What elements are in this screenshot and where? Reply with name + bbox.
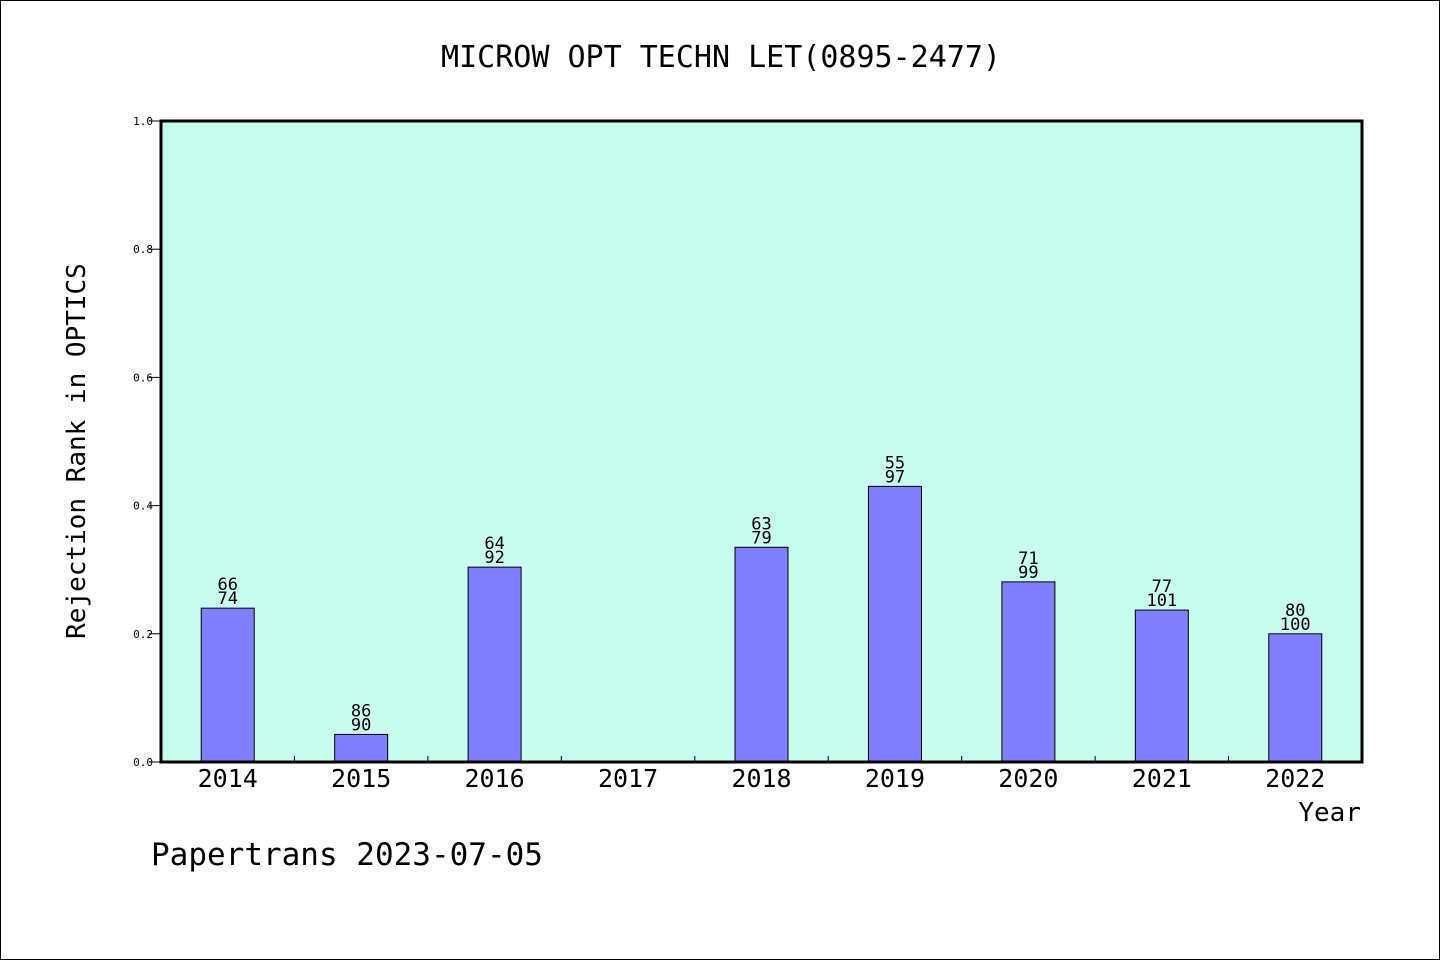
bar-label-bottom-2018: 79	[751, 528, 771, 548]
x-tick-label-2014: 2014	[198, 764, 258, 793]
x-tick-label-2020: 2020	[998, 764, 1058, 793]
bar-2018	[734, 546, 789, 763]
y-tick-label: 0.4	[133, 500, 153, 513]
bar-2022	[1268, 633, 1323, 763]
bar-label-top-2015: 86	[351, 701, 371, 721]
x-tick-label-2019: 2019	[865, 764, 925, 793]
footer-note: Papertrans 2023-07-05	[151, 837, 543, 873]
x-axis-label: Year	[1298, 798, 1361, 828]
bar-label-top-2014: 66	[217, 575, 237, 595]
plot-border	[159, 119, 1364, 764]
bar-2014	[200, 607, 255, 763]
x-tick-label-2021: 2021	[1132, 764, 1192, 793]
x-tick-label-2016: 2016	[465, 764, 525, 793]
x-tick-label-2015: 2015	[331, 764, 391, 793]
bar-label-bottom-2014: 74	[217, 589, 237, 609]
y-tick-label: 0.2	[133, 628, 153, 641]
bar-label-top-2018: 63	[751, 514, 771, 534]
bar-label-top-2016: 64	[484, 534, 504, 554]
y-tick-label: 0.0	[133, 756, 153, 769]
bar-2020	[1001, 581, 1056, 763]
bar-label-bottom-2016: 92	[484, 548, 504, 568]
bar-2019	[867, 485, 922, 763]
bar-2021	[1134, 609, 1189, 763]
y-axis: 0.0 0.2 0.4 0.6 0.8 1.0	[133, 115, 161, 769]
x-tick-label-2017: 2017	[598, 764, 658, 793]
bar-label-top-2022: 80	[1285, 601, 1305, 621]
x-tick-label-2022: 2022	[1265, 764, 1325, 793]
bars-group	[200, 485, 1323, 763]
bar-label-bottom-2022: 100	[1280, 615, 1311, 635]
bar-label-bottom-2021: 101	[1146, 591, 1177, 611]
bar-2016	[467, 566, 522, 763]
y-tick-label: 1.0	[133, 115, 153, 128]
bar-label-bottom-2020: 99	[1018, 563, 1038, 583]
chart-title: MICROW OPT TECHN LET(0895-2477)	[441, 40, 1001, 75]
bar-label-top-2020: 71	[1018, 549, 1038, 569]
bar-label-bottom-2019: 97	[885, 467, 905, 487]
x-tick-label-2018: 2018	[731, 764, 791, 793]
bar-label-top-2019: 55	[885, 453, 905, 473]
y-tick-label: 0.6	[133, 371, 153, 384]
x-axis: 2014 2015 2016 2017 2018 2019 2020 2021 2022	[198, 756, 1325, 793]
y-tick-label: 0.8	[133, 243, 153, 256]
bar-label-top-2021: 77	[1152, 577, 1172, 597]
y-axis-label: Rejection Rank in OPTICS	[62, 263, 92, 639]
bar-2015	[334, 733, 389, 763]
bar-label-bottom-2015: 90	[351, 715, 371, 735]
